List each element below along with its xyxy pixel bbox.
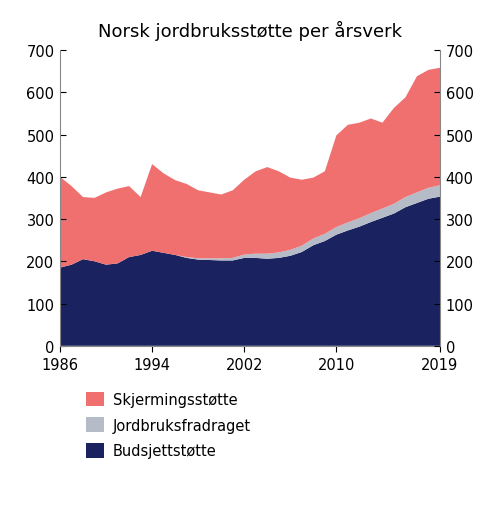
Legend: Skjermingsstøtte, Jordbruksfradraget, Budsjettstøtte: Skjermingsstøtte, Jordbruksfradraget, Bu… (86, 392, 250, 458)
Title: Norsk jordbruksstøtte per årsverk: Norsk jordbruksstøtte per årsverk (98, 21, 402, 41)
